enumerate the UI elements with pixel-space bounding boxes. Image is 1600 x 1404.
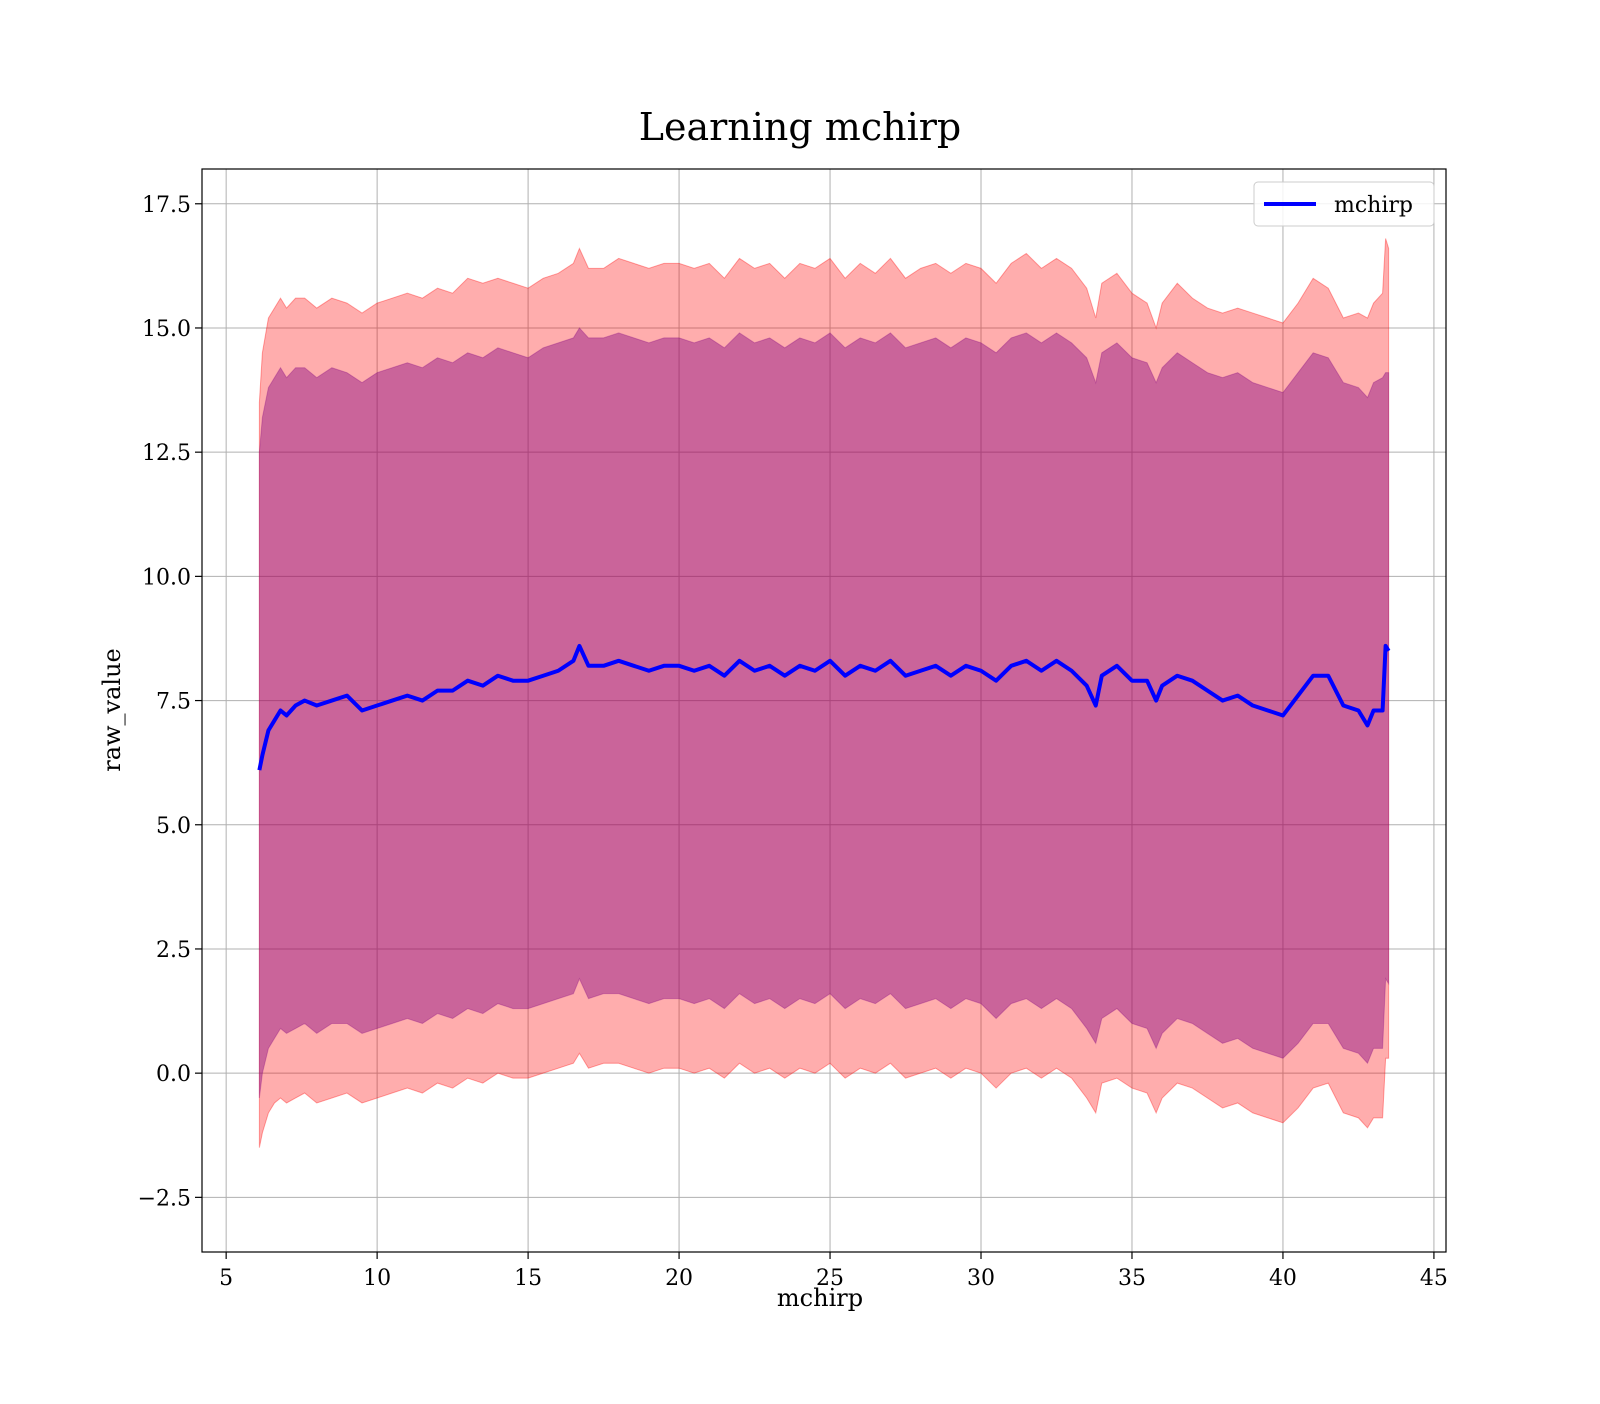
y-axis-ticks: −2.5 0.0 2.5 5.0 7.5 10.0 12.5 15.0 17.5: [138, 193, 202, 1211]
legend-box: [1253, 181, 1435, 227]
legend: mchirp: [1253, 181, 1435, 227]
outer-band: [258, 238, 1390, 1148]
x-tick-label: 20: [665, 1266, 693, 1291]
series-lines: [257, 643, 1391, 771]
plot-frame: [201, 168, 1447, 1253]
chart-title: Learning mchirp: [639, 105, 961, 149]
y-tick-label: 15.0: [142, 317, 191, 342]
x-axis-label: mchirp: [777, 1284, 863, 1312]
axes: [201, 168, 1447, 1253]
y-tick-label: 7.5: [156, 690, 191, 715]
confidence-bands: [258, 238, 1390, 1148]
y-tick-label: −2.5: [138, 1186, 191, 1211]
x-tick-label: 10: [363, 1266, 391, 1291]
y-axis-label: raw_value: [98, 648, 126, 772]
y-tick-label: 10.0: [142, 565, 191, 590]
x-tick-label: 25: [816, 1266, 844, 1291]
legend-label: mchirp: [1334, 193, 1413, 218]
series-line-mchirp: [257, 643, 1391, 771]
y-tick-label: 5.0: [156, 814, 191, 839]
inner-band: [258, 327, 1390, 1099]
x-tick-label: 5: [219, 1266, 233, 1291]
x-tick-label: 15: [514, 1266, 542, 1291]
y-tick-label: 17.5: [142, 193, 191, 218]
x-axis-ticks: 5 10 15 20 25 30 35 40 45: [219, 1252, 1448, 1291]
x-tick-label: 45: [1420, 1266, 1448, 1291]
grid-lines: [202, 169, 1446, 1252]
x-tick-label: 40: [1269, 1266, 1297, 1291]
y-tick-label: 0.0: [156, 1062, 191, 1087]
x-tick-label: 35: [1118, 1266, 1146, 1291]
x-tick-label: 30: [967, 1266, 995, 1291]
y-tick-label: 2.5: [156, 938, 191, 963]
y-tick-label: 12.5: [142, 441, 191, 466]
